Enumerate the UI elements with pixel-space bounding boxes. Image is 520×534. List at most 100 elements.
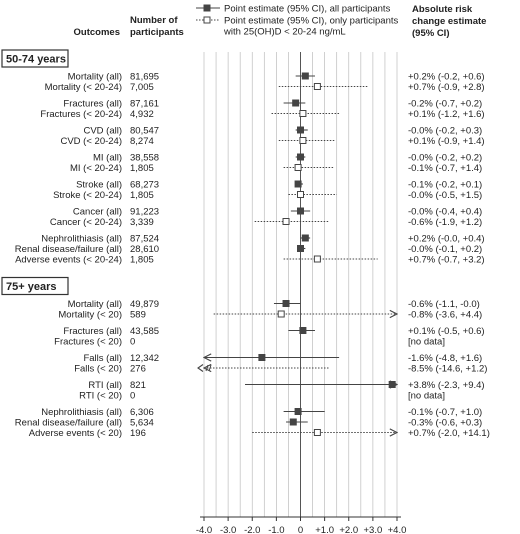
participants-count: 68,273	[130, 180, 159, 191]
participants-count: 589	[130, 310, 146, 321]
outcome-label: Stroke (all)	[76, 180, 122, 191]
point-estimate-marker	[277, 310, 285, 318]
outcome-label: CVD (all)	[83, 126, 122, 137]
estimate-text: -0.0% (-0.2, +0.2)	[408, 153, 482, 164]
legend-label: Point estimate (95% CI), all participant…	[224, 4, 391, 15]
x-axis: -4.0-3.0-2.0-1.00+1.0+2.0+3.0+4.0Absolut…	[196, 516, 407, 534]
participants-count: 1,805	[130, 190, 154, 201]
point-estimate-marker	[258, 354, 266, 361]
point-estimate-marker	[294, 180, 302, 188]
point-estimate-marker	[282, 218, 290, 225]
outcome-label: Fractures (all)	[63, 99, 122, 110]
participants-count: 1,805	[130, 163, 154, 174]
participants-count: 12,342	[130, 353, 159, 364]
participants-count: 81,695	[130, 72, 159, 83]
estimate-text: +0.7% (-0.9, +2.8)	[408, 82, 485, 93]
participants-count: 28,610	[130, 244, 159, 255]
point-estimate-marker	[289, 418, 297, 426]
participants-count: 7,005	[130, 82, 154, 93]
x-tick-label: +1.0	[315, 525, 334, 534]
legend-marker	[203, 16, 211, 24]
point-estimate-marker	[299, 110, 307, 117]
legend-marker	[203, 4, 211, 12]
point-estimate-marker	[313, 83, 321, 90]
point-estimate-marker	[297, 153, 304, 161]
estimate-text: -0.1% (-0.7, +1.0)	[408, 407, 482, 418]
legend-label: with 25(OH)D < 20-24 ng/mL	[223, 27, 346, 38]
legend: Point estimate (95% CI), all participant…	[196, 4, 398, 38]
point-estimate-marker	[299, 137, 307, 144]
header-participants: participants	[130, 27, 184, 38]
point-estimate-marker	[299, 327, 307, 334]
point-estimate-marker	[301, 72, 309, 80]
header-estimate: change estimate	[412, 16, 486, 27]
estimate-text: -0.6% (-1.9, +1.2)	[408, 217, 482, 228]
outcome-label: Fractures (all)	[63, 326, 122, 337]
estimate-text: -0.2% (-0.7, +0.2)	[408, 99, 482, 110]
header-outcomes: Outcomes	[74, 27, 120, 38]
x-tick-label: +4.0	[388, 525, 407, 534]
outcome-label: Cancer (all)	[73, 207, 122, 218]
point-estimate-marker	[294, 408, 302, 415]
x-tick-label: -1.0	[268, 525, 284, 534]
estimate-text: -1.6% (-4.8, +1.6)	[408, 353, 482, 364]
participants-count: 821	[130, 380, 146, 391]
legend-label: Point estimate (95% CI), only participan…	[224, 16, 398, 27]
x-tick-label: +2.0	[339, 525, 358, 534]
outcome-label: MI (< 20-24)	[70, 163, 122, 174]
participants-count: 8,274	[130, 136, 154, 147]
estimate-text: -0.0% (-0.4, +0.4)	[408, 207, 482, 218]
point-estimate-marker	[297, 126, 304, 134]
estimate-text: [no data]	[408, 391, 445, 402]
participants-count: 80,547	[130, 126, 159, 137]
estimate-text: +3.8% (-2.3, +9.4)	[408, 380, 485, 391]
point-estimate-marker	[301, 234, 309, 242]
outcome-label: RTI (< 20)	[79, 391, 122, 402]
estimate-text: +0.1% (-1.2, +1.6)	[408, 109, 485, 120]
outcome-label: Adverse events (< 20)	[29, 428, 122, 439]
outcome-label: Mortality (< 20-24)	[45, 82, 122, 93]
point-estimate-marker	[297, 245, 304, 252]
outcome-label: Nephrolithiasis (all)	[41, 407, 122, 418]
estimate-text: +0.1% (-0.9, +1.4)	[408, 136, 485, 147]
outcome-label: Cancer (< 20-24)	[50, 217, 122, 228]
header-participants: Number of	[130, 15, 178, 26]
x-tick-label: 0	[298, 525, 303, 534]
outcome-label: Fractures (< 20)	[54, 337, 122, 348]
estimate-text: -8.5% (-14.6, +1.2)	[408, 364, 487, 375]
outcome-label: Falls (all)	[83, 353, 122, 364]
outcome-label: Adverse events (< 20-24)	[15, 255, 122, 266]
estimate-text: -0.6% (-1.1, -0.0)	[408, 299, 480, 310]
participants-count: 4,932	[130, 109, 154, 120]
outcome-label: Renal disease/failure (all)	[15, 244, 122, 255]
outcome-label: Stroke (< 20-24)	[53, 190, 122, 201]
outcome-label: RTI (all)	[88, 380, 122, 391]
point-estimate-marker	[294, 164, 302, 171]
outcome-label: Nephrolithiasis (all)	[41, 234, 122, 245]
participants-count: 91,223	[130, 207, 159, 218]
estimate-text: -0.1% (-0.2, +0.1)	[408, 180, 482, 191]
point-estimate-marker	[313, 429, 321, 436]
participants-count: 0	[130, 337, 135, 348]
participants-count: 49,879	[130, 299, 159, 310]
participants-count: 1,805	[130, 255, 154, 266]
participants-count: 0	[130, 391, 135, 402]
off-scale-arrow	[197, 364, 204, 372]
x-tick-label: +3.0	[363, 525, 382, 534]
outcome-label: Mortality (< 20)	[58, 310, 122, 321]
estimate-text: -0.0% (-0.1, +0.2)	[408, 244, 482, 255]
participants-count: 6,306	[130, 407, 154, 418]
outcome-label: CVD (< 20-24)	[60, 136, 122, 147]
estimate-text: -0.8% (-3.6, +4.4)	[408, 310, 482, 321]
point-estimate-marker	[292, 99, 300, 107]
section-title: 75+ years	[6, 281, 56, 293]
x-tick-label: -2.0	[244, 525, 260, 534]
estimate-text: +0.2% (-0.0, +0.4)	[408, 234, 485, 245]
estimate-text: +0.1% (-0.5, +0.6)	[408, 326, 485, 337]
gridlines	[203, 52, 398, 517]
participants-count: 43,585	[130, 326, 159, 337]
point-estimate-marker	[313, 255, 321, 263]
